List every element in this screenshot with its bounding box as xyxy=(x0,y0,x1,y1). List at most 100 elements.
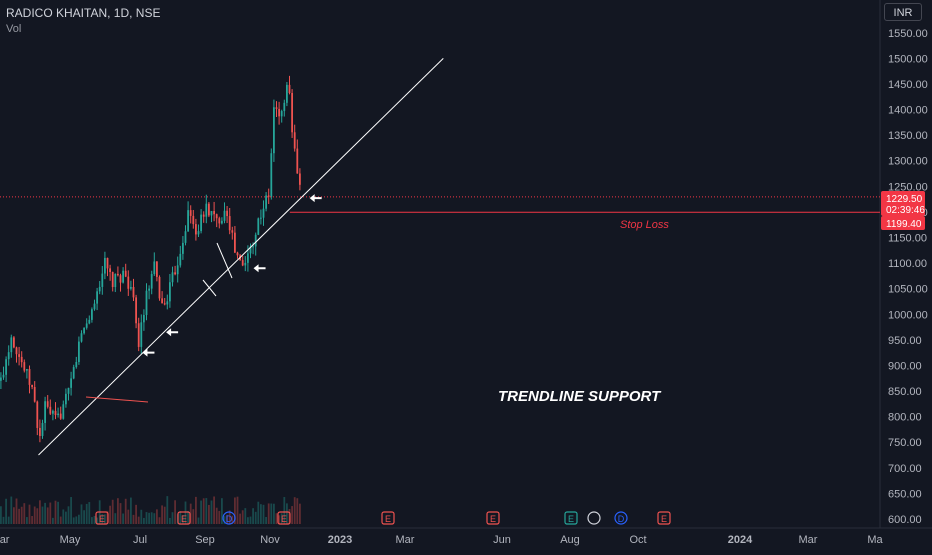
volume-bar xyxy=(83,510,85,524)
candle-body xyxy=(101,273,104,287)
candle-body xyxy=(36,401,39,428)
candle-body xyxy=(241,260,244,266)
volume-bar xyxy=(88,502,91,524)
candle-body xyxy=(182,242,184,254)
candle-body xyxy=(254,234,257,247)
candle-body xyxy=(20,356,23,363)
volume-bar xyxy=(221,498,223,524)
candle-body xyxy=(223,210,226,221)
candle-body xyxy=(249,246,252,254)
volume-bar xyxy=(275,513,278,524)
volume-bar xyxy=(187,510,189,524)
volume-bar xyxy=(296,498,299,524)
candle-body xyxy=(57,413,59,416)
volume-bar xyxy=(111,499,114,524)
earnings-marker-icon xyxy=(95,511,109,525)
x-tick-label: Aug xyxy=(560,534,580,546)
candle-body xyxy=(41,422,44,436)
volume-bar xyxy=(182,514,184,524)
volume-bar xyxy=(273,503,275,524)
volume-bar xyxy=(202,498,205,524)
candle-body xyxy=(174,272,176,275)
y-tick-label: 1100.00 xyxy=(888,258,927,270)
volume-bar xyxy=(10,496,13,524)
volume-bar xyxy=(130,497,132,524)
earnings-marker-icon xyxy=(177,511,191,525)
volume-bar xyxy=(85,503,88,524)
volume-bar xyxy=(205,498,208,524)
candle-body xyxy=(288,84,291,93)
volume-bar xyxy=(153,513,156,524)
volume-bar xyxy=(7,516,10,524)
currency-button[interactable]: INR xyxy=(884,3,922,21)
candle-body xyxy=(189,210,192,216)
candle-body xyxy=(286,84,288,103)
volume-bar xyxy=(171,512,174,524)
volume-bar xyxy=(109,505,111,524)
y-tick-label: 650.00 xyxy=(888,488,922,500)
volume-bar xyxy=(143,517,145,524)
candle-body xyxy=(265,195,267,209)
volume-bar xyxy=(262,504,265,524)
candle-body xyxy=(122,270,124,283)
support-arrow-icon xyxy=(309,194,322,203)
volume-bar xyxy=(0,506,2,524)
volume-bar xyxy=(119,503,122,524)
candle-body xyxy=(171,272,174,283)
candle-body xyxy=(291,92,293,133)
y-tick-label: 850.00 xyxy=(888,386,922,398)
candle-body xyxy=(299,173,301,185)
candle-body xyxy=(114,273,117,288)
y-tick-label: 600.00 xyxy=(888,514,922,526)
volume-bar xyxy=(286,503,288,524)
volume-bar xyxy=(257,501,260,524)
candle-body xyxy=(148,288,150,291)
candle-body xyxy=(2,374,5,378)
volume-bar xyxy=(135,504,137,524)
volume-bar xyxy=(236,496,239,524)
candle-body xyxy=(161,298,163,304)
x-tick-label: Jul xyxy=(133,534,147,546)
volume-bar xyxy=(78,514,80,524)
volume-bar xyxy=(239,513,241,524)
candle-body xyxy=(205,203,208,217)
candle-body xyxy=(257,218,260,235)
volume-bar xyxy=(197,517,200,524)
volume-bar xyxy=(140,509,143,524)
candle-body xyxy=(93,303,96,310)
candle-body xyxy=(236,252,239,256)
volume-bar xyxy=(169,517,171,524)
volume-bar xyxy=(39,500,41,524)
volume-bar xyxy=(270,503,273,524)
candle-body xyxy=(247,253,249,263)
volume-bar xyxy=(200,500,202,524)
volume-bar xyxy=(163,506,166,524)
candle-body xyxy=(28,369,31,385)
candle-body xyxy=(197,231,200,235)
volume-bar xyxy=(132,514,135,524)
candle-body xyxy=(202,214,205,217)
candle-body xyxy=(166,301,169,305)
volume-bar xyxy=(70,497,72,524)
candle-body xyxy=(15,347,18,355)
volume-bar xyxy=(156,509,158,524)
volume-bar xyxy=(148,512,150,524)
volume-bar xyxy=(23,503,26,524)
candle-body xyxy=(54,410,57,416)
volume-bar xyxy=(158,517,161,524)
x-tick-label: May xyxy=(60,534,81,546)
volume-bar xyxy=(44,502,46,524)
y-tick-label: 1550.00 xyxy=(888,28,928,40)
candle-body xyxy=(106,257,109,269)
event-marker-label: D xyxy=(618,514,625,524)
candle-body xyxy=(145,290,148,315)
candle-body xyxy=(228,216,231,231)
volume-bar xyxy=(75,516,78,524)
candle-body xyxy=(23,362,26,371)
volume-bar xyxy=(2,516,5,524)
candle-body xyxy=(135,297,137,324)
candle-body xyxy=(33,386,36,402)
volume-bar xyxy=(72,517,75,524)
